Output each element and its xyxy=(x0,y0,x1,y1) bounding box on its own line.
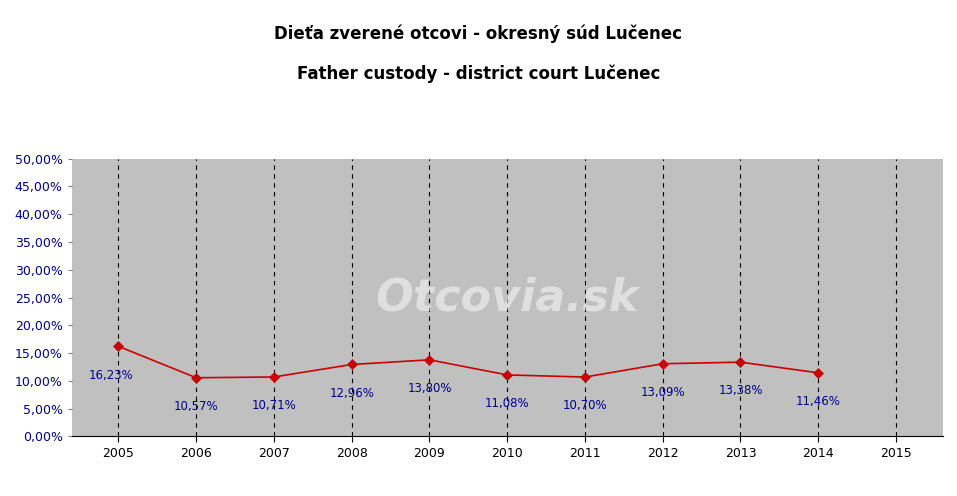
Text: 13,09%: 13,09% xyxy=(640,386,685,399)
Text: 11,46%: 11,46% xyxy=(796,395,840,408)
Text: 10,71%: 10,71% xyxy=(252,399,297,412)
Text: 16,23%: 16,23% xyxy=(89,369,134,381)
Text: 11,08%: 11,08% xyxy=(485,397,529,410)
Text: 12,96%: 12,96% xyxy=(329,387,374,400)
Text: 13,38%: 13,38% xyxy=(719,384,763,397)
Text: 10,70%: 10,70% xyxy=(563,399,608,412)
Text: Otcovia.sk: Otcovia.sk xyxy=(375,276,639,319)
Text: Dieťa zverené otcovi - okresný súd Lučenec: Dieťa zverené otcovi - okresný súd Lučen… xyxy=(275,25,682,43)
Text: Father custody - district court Lučenec: Father custody - district court Lučenec xyxy=(297,64,660,83)
Text: 10,57%: 10,57% xyxy=(174,400,218,413)
Text: 13,80%: 13,80% xyxy=(408,382,452,395)
